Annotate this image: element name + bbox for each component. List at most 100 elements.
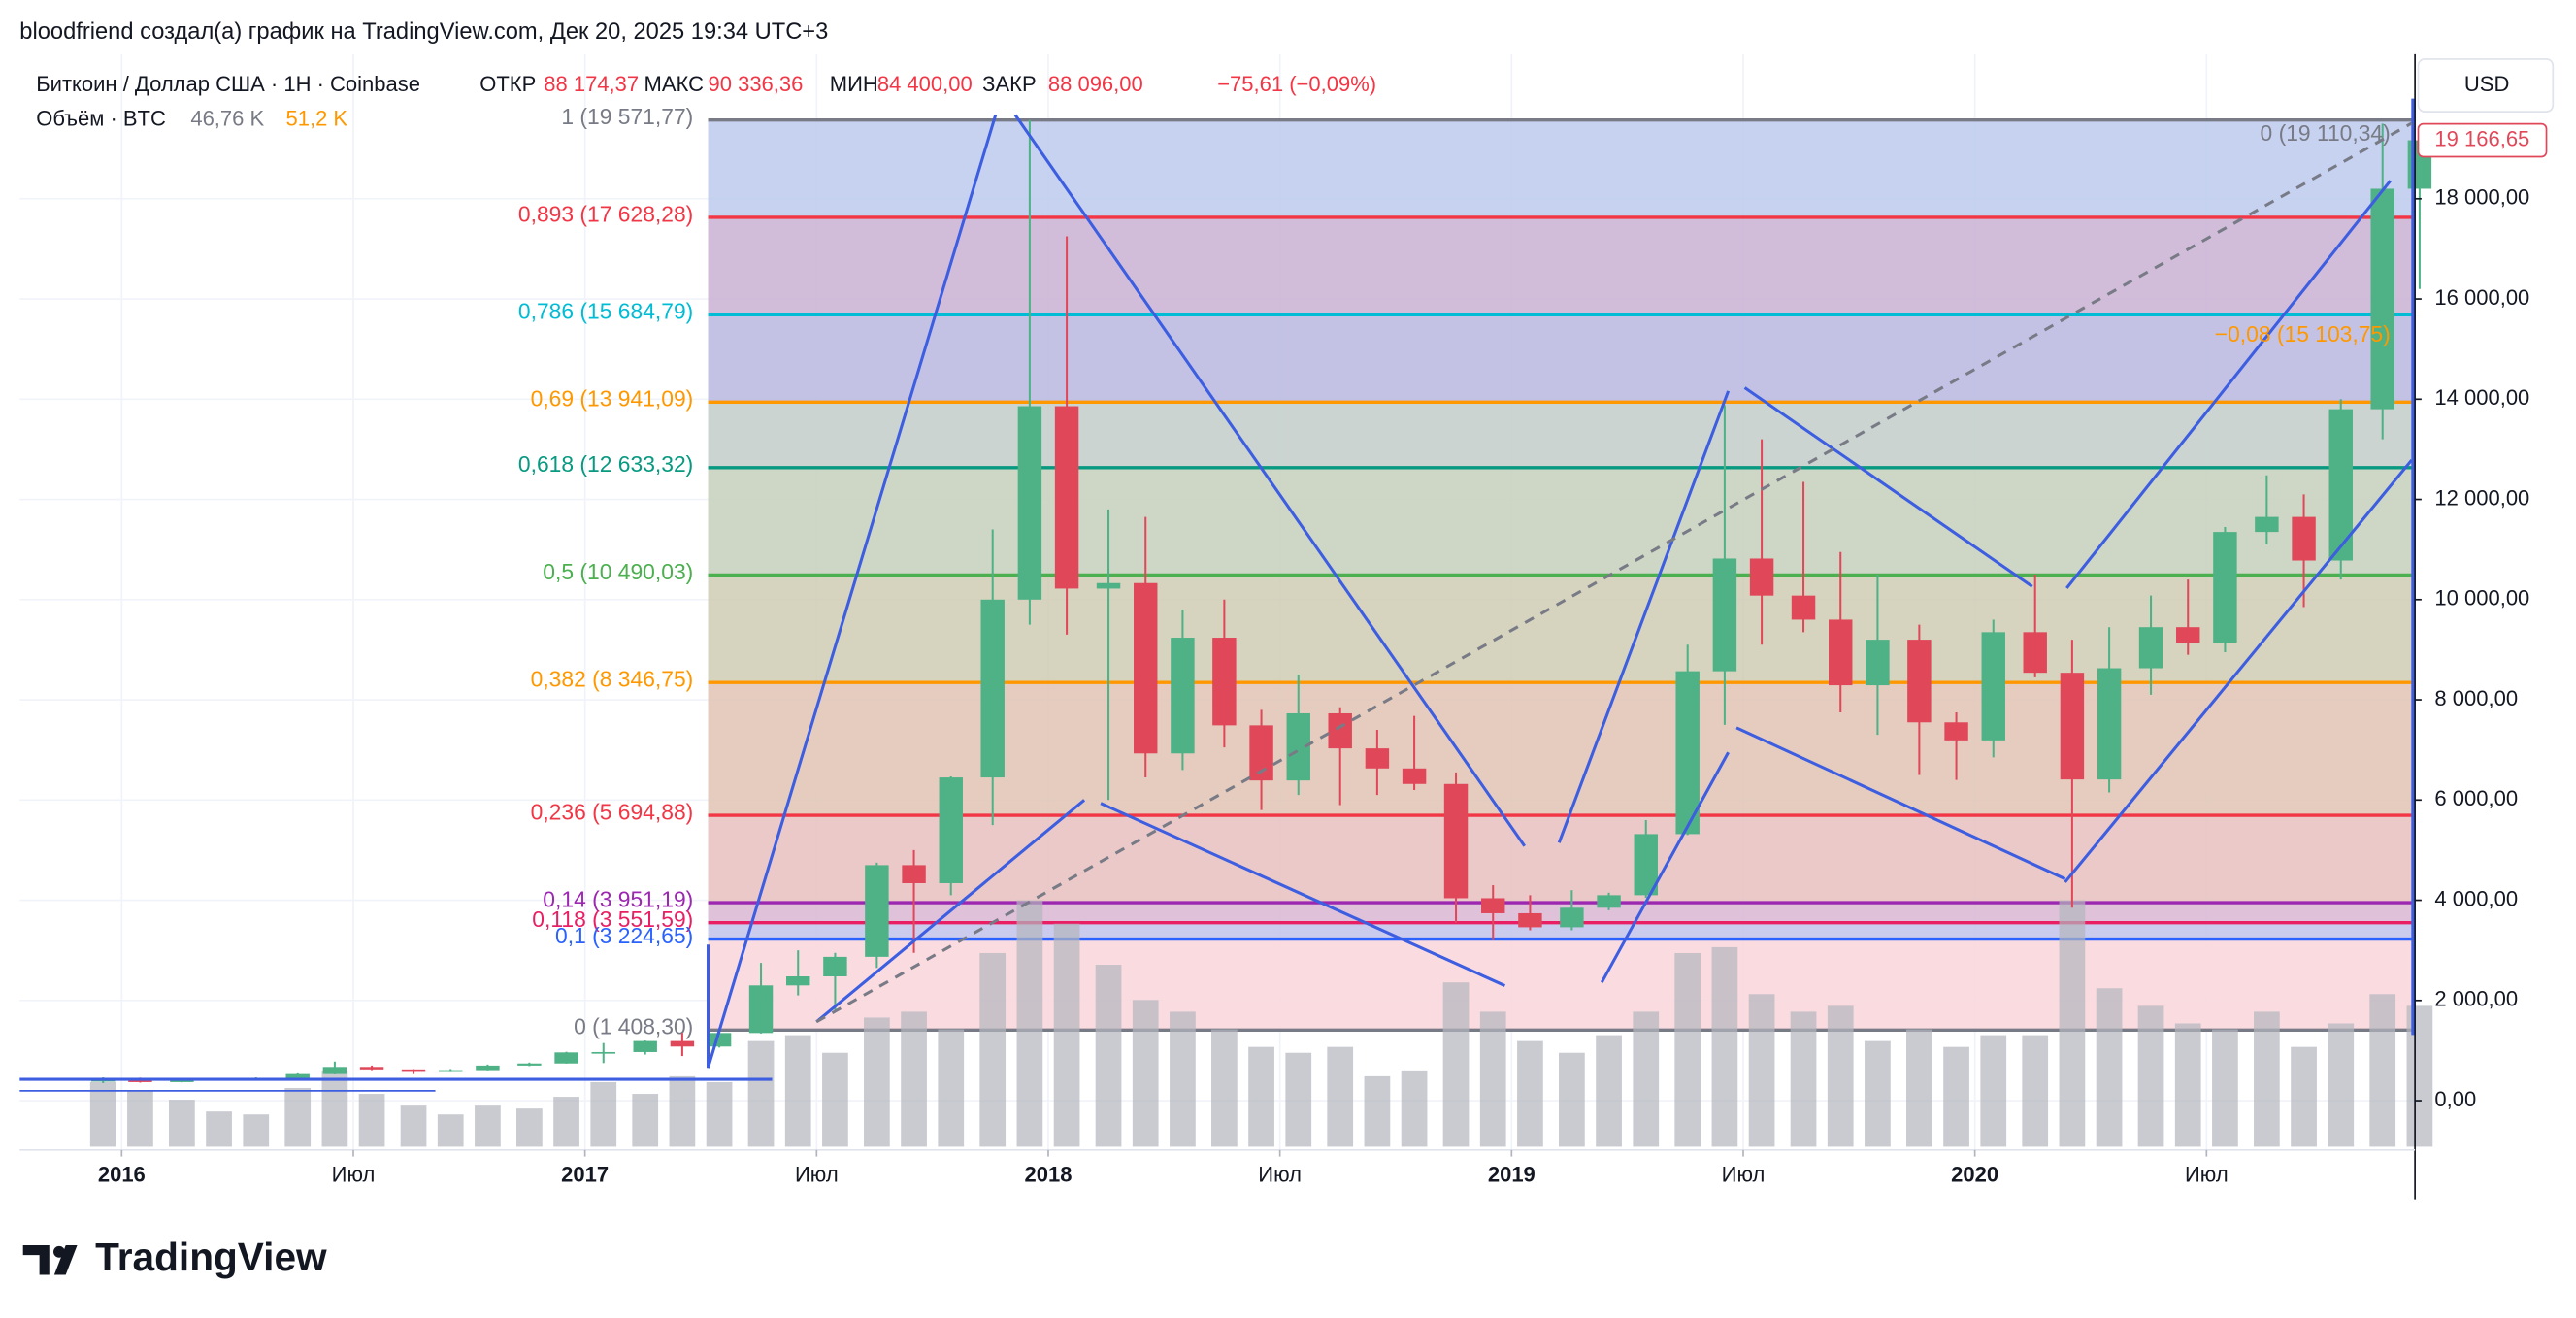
- x-tick-label: 2017: [561, 1163, 609, 1187]
- volume-bar: [2059, 900, 2086, 1147]
- candle-body: [1328, 712, 1352, 749]
- candle-body: [2023, 632, 2047, 674]
- y-tick-label: 14 000,00: [2434, 385, 2529, 410]
- candle-body: [1518, 912, 1542, 928]
- ohlc-value: 88 174,37: [544, 72, 639, 96]
- fib-band: [708, 216, 2416, 315]
- candle-body: [1212, 638, 1237, 726]
- fib-band: [708, 467, 2416, 576]
- logo-mark: [53, 1245, 65, 1258]
- candle-body: [939, 777, 963, 883]
- fib-extension-label: 0 (19 110,34): [2261, 120, 2391, 146]
- volume-bar: [2137, 1005, 2164, 1147]
- trendline: [1100, 802, 1506, 987]
- volume-bar: [516, 1108, 543, 1147]
- fib-label: 0,382 (8 346,75): [531, 666, 694, 691]
- volume-bar: [979, 952, 1007, 1147]
- volume-bar: [590, 1081, 617, 1147]
- volume-bar: [284, 1087, 312, 1147]
- volume-bar: [1906, 1029, 1932, 1147]
- candle-body: [707, 1033, 732, 1047]
- volume-bar: [1016, 900, 1043, 1147]
- volume-bar: [358, 1094, 385, 1147]
- trendline: [815, 799, 1086, 1023]
- x-tick-label: 2016: [98, 1163, 146, 1187]
- volume-bar: [864, 1017, 890, 1147]
- candle-body: [2292, 516, 2316, 561]
- candle-body: [285, 1073, 310, 1078]
- volume: [89, 900, 2433, 1147]
- last-price-box: [2417, 122, 2548, 158]
- volume-bar: [1248, 1046, 1274, 1147]
- volume-bar: [1943, 1046, 1969, 1147]
- drawings: [19, 98, 2416, 1092]
- volume-bar: [1827, 1005, 1854, 1147]
- trendline: [1735, 726, 2066, 880]
- candle-body: [2138, 627, 2163, 669]
- candle-body: [1443, 783, 1469, 899]
- volume-bar: [1674, 952, 1701, 1147]
- candle-body: [980, 599, 1005, 778]
- y-tick-label: 16 000,00: [2434, 285, 2529, 310]
- volume-bar: [1170, 1011, 1196, 1147]
- fib-label: 0,118 (3 551,59): [532, 906, 693, 932]
- candle-body: [1054, 406, 1079, 589]
- volume-value: 46,76 K: [190, 106, 264, 130]
- candle-body: [1597, 895, 1621, 908]
- currency-box[interactable]: [2417, 58, 2555, 113]
- candle-body: [322, 1067, 347, 1074]
- candle-body: [1134, 582, 1158, 754]
- candle-body: [2060, 673, 2085, 780]
- fib-label: 0 (1 408,30): [574, 1014, 693, 1039]
- fib-band: [708, 815, 2416, 904]
- currency: USD: [2464, 72, 2509, 96]
- trendline: [1013, 114, 1526, 847]
- volume-bar: [2291, 1046, 2317, 1147]
- volume-label: Объём · BTC: [36, 106, 166, 130]
- volume-bar: [1211, 1029, 1238, 1147]
- volume-bar: [1865, 1040, 1891, 1147]
- candle-body: [401, 1069, 426, 1072]
- ohlc-label: МАКС: [644, 72, 704, 96]
- volume-bar: [243, 1114, 270, 1147]
- logo-text: TradingView: [95, 1235, 327, 1279]
- y-tick-label: 4 000,00: [2434, 886, 2518, 910]
- trendline: [1743, 386, 2033, 588]
- fib-label: 0,893 (17 628,28): [518, 201, 693, 226]
- volume-bar: [1442, 982, 1470, 1147]
- candle-body: [1749, 558, 1774, 596]
- y-tick-label: 6 000,00: [2434, 786, 2518, 810]
- credit: bloodfriend создал(а) график на TradingV…: [19, 19, 828, 45]
- volume-ma: 51,2 K: [286, 106, 348, 130]
- y-tick-label: 8 000,00: [2434, 686, 2518, 710]
- volume-bar: [901, 1011, 927, 1147]
- ohlc-label: ЗАКР: [982, 72, 1036, 96]
- candle-body: [1365, 748, 1390, 769]
- volume-bar: [1479, 1011, 1506, 1147]
- fibonacci: 1 (19 571,77) 0,893 (17 628,28) 0,786 (15 …: [518, 104, 2416, 1039]
- volume-bar: [1711, 946, 1738, 1147]
- fib-label: 0,5 (10 490,03): [543, 559, 693, 584]
- volume-bar: [2406, 1005, 2433, 1147]
- fib-trend-line: [815, 121, 2413, 1024]
- trendline: [707, 115, 998, 1069]
- volume-bar: [1053, 923, 1080, 1147]
- volume-bar: [400, 1105, 427, 1147]
- candle-body: [2097, 668, 2122, 780]
- candle-body: [1017, 406, 1042, 600]
- candle-body: [1171, 638, 1195, 754]
- fib-extension-label: −0,08 (15 103,75): [2215, 321, 2391, 346]
- x-tick-label: Июл: [795, 1163, 839, 1187]
- volume-bar: [938, 1029, 965, 1147]
- volume-bar: [437, 1114, 464, 1147]
- volume-bar: [706, 1081, 733, 1147]
- volume-bar: [2328, 1023, 2355, 1147]
- trendline: [2064, 458, 2413, 883]
- y-tick-label: 10 000,00: [2434, 586, 2529, 610]
- volume-bar: [1748, 994, 1775, 1147]
- x-tick-label: 2019: [1488, 1163, 1536, 1187]
- fib-band: [708, 119, 2416, 217]
- volume-bar: [822, 1052, 848, 1147]
- volume-bar: [169, 1100, 195, 1147]
